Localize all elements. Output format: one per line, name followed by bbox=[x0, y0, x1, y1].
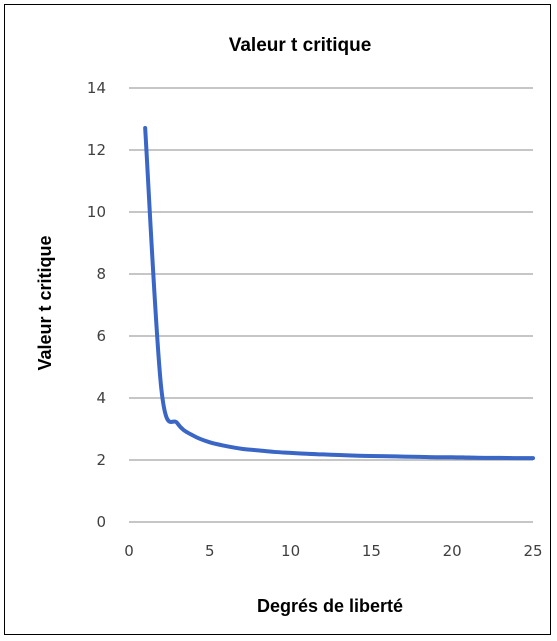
series-line-0 bbox=[143, 125, 535, 461]
x-tick-label: 0 bbox=[124, 542, 134, 560]
x-tick-label: 15 bbox=[362, 542, 381, 560]
chart-title: Valeur t critique bbox=[229, 35, 372, 56]
y-tick-label: 12 bbox=[87, 141, 106, 159]
y-tick-label: 0 bbox=[96, 513, 106, 531]
series-layer bbox=[143, 125, 535, 461]
x-axis-title: Degrés de liberté bbox=[257, 596, 403, 616]
x-tick-label: 20 bbox=[443, 542, 462, 560]
y-axis-title: Valeur t critique bbox=[35, 235, 55, 370]
y-tick-label: 14 bbox=[87, 79, 106, 97]
ylabel-panel bbox=[33, 205, 65, 400]
title-panel bbox=[200, 25, 400, 65]
y-tick-label: 2 bbox=[96, 451, 106, 469]
grid-layer bbox=[129, 87, 533, 523]
x-tick-labels: 0 5 10 15 20 25 bbox=[124, 542, 542, 560]
y-tick-label: 8 bbox=[96, 265, 106, 283]
x-tick-label: 10 bbox=[281, 542, 300, 560]
x-tick-label: 5 bbox=[205, 542, 215, 560]
y-tick-label: 4 bbox=[96, 389, 106, 407]
chart-frame bbox=[4, 4, 551, 635]
y-tick-label: 6 bbox=[96, 327, 106, 345]
xlabel-panel bbox=[210, 585, 480, 625]
y-tick-label: 10 bbox=[87, 203, 106, 221]
y-tick-labels: 0 2 4 6 8 10 12 14 bbox=[87, 79, 106, 531]
x-tick-label: 25 bbox=[523, 542, 542, 560]
